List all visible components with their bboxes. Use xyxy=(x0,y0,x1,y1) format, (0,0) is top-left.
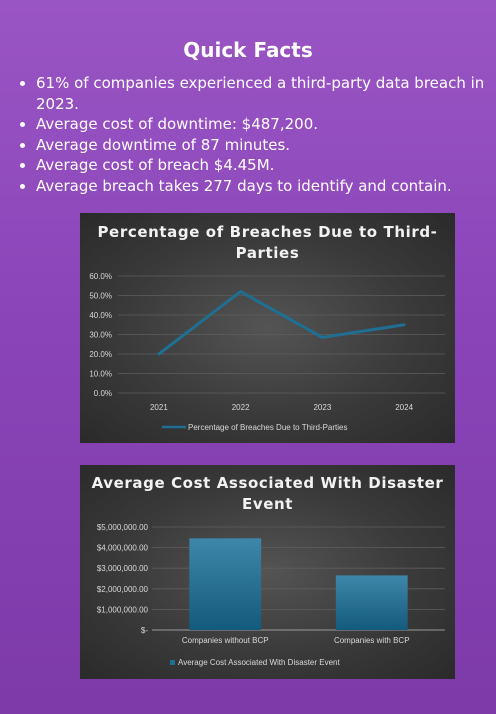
bar-chart-title: Average Cost Associated With Disaster Ev… xyxy=(91,474,444,513)
fact-item: Average downtime of 87 minutes. xyxy=(18,135,488,156)
line-chart: 0.0% 10.0% 20.0% 30.0% 40.0% 50.0% 60.0% 2021 20… xyxy=(89,272,445,432)
y-tick-label: $1,000,000.00 xyxy=(97,605,149,614)
legend-label: Average Cost Associated With Disaster Ev… xyxy=(178,658,340,667)
x-tick-label: 2023 xyxy=(313,403,331,412)
x-tick-label: Companies without BCP xyxy=(182,636,269,645)
quick-facts-title: Quick Facts xyxy=(183,38,313,62)
bar-chart: $- $1,000,000.00 $2,000,000.00 $3,000,000.0… xyxy=(97,523,445,667)
y-tick-label: $5,000,000.00 xyxy=(97,523,149,532)
x-tick-label: 2021 xyxy=(150,403,168,412)
series-line xyxy=(157,290,406,356)
y-tick-label: 50.0% xyxy=(89,292,112,301)
legend-label: Percentage of Breaches Due to Third-Part… xyxy=(188,423,348,432)
fact-item: Average cost of downtime: $487,200. xyxy=(18,114,488,135)
bar xyxy=(189,538,262,630)
fact-item: Average breach takes 277 days to identif… xyxy=(18,176,488,197)
fact-item: Average cost of breach $4.45M. xyxy=(18,155,488,176)
y-tick-label: 20.0% xyxy=(89,350,112,359)
y-tick-label: $4,000,000.00 xyxy=(97,544,149,553)
y-tick-label: 0.0% xyxy=(94,389,112,398)
facts-list: 61% of companies experienced a third-par… xyxy=(18,73,488,196)
bar xyxy=(335,575,408,630)
y-tick-label: $- xyxy=(141,626,148,635)
y-tick-label: 30.0% xyxy=(89,331,112,340)
x-tick-label: Companies with BCP xyxy=(334,636,410,645)
line-chart-panel: Percentage of Breaches Due to Third-Part… xyxy=(80,213,455,443)
x-tick-label: 2022 xyxy=(232,403,250,412)
fact-item: 61% of companies experienced a third-par… xyxy=(18,73,488,114)
bar-chart-panel: Average Cost Associated With Disaster Ev… xyxy=(80,465,455,679)
y-tick-label: 60.0% xyxy=(89,272,112,281)
line-chart-title: Percentage of Breaches Due to Third-Part… xyxy=(97,223,438,262)
y-tick-label: $2,000,000.00 xyxy=(97,585,149,594)
y-tick-label: 40.0% xyxy=(89,311,112,320)
x-tick-label: 2024 xyxy=(395,403,413,412)
legend-swatch xyxy=(170,660,175,665)
y-tick-label: $3,000,000.00 xyxy=(97,564,149,573)
y-tick-label: 10.0% xyxy=(89,370,112,379)
